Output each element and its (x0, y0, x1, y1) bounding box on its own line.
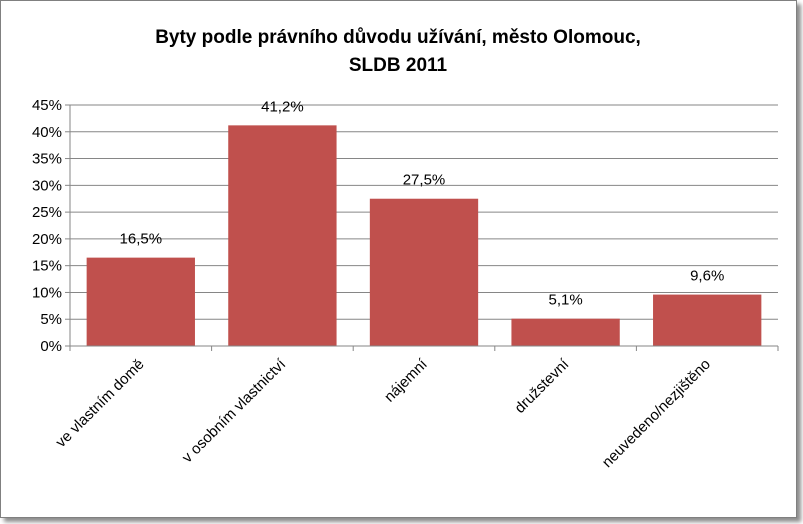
y-tick-label: 15% (32, 258, 62, 275)
y-tick-label: 20% (32, 231, 62, 248)
data-label: 5,1% (548, 292, 582, 309)
bar (369, 198, 479, 346)
category-label: ve vlastním domě (52, 356, 147, 451)
y-tick-label: 10% (32, 284, 62, 301)
y-tick-label: 30% (32, 177, 62, 194)
bar (86, 257, 195, 346)
data-label: 41,2% (261, 98, 304, 115)
data-labels: 16,5% 41,2% 27,5% 5,1% 9,6% (120, 98, 725, 308)
y-tick-label: 0% (40, 338, 62, 355)
chart-title-line-2: SLDB 2011 (349, 55, 448, 76)
data-label: 9,6% (690, 268, 724, 285)
y-tick-label: 35% (32, 151, 62, 168)
y-tick-label: 40% (32, 124, 62, 141)
category-label: družstevní (511, 355, 573, 417)
y-tick-label: 45% (32, 97, 62, 114)
bar-chart: Byty podle právního důvodu užívání, měst… (32, 27, 779, 471)
bar (228, 125, 337, 347)
bars (86, 125, 762, 347)
bar (511, 318, 620, 346)
category-label: neuvedeno/nezjištěno (599, 356, 714, 471)
bar (653, 294, 762, 346)
data-label: 27,5% (403, 172, 446, 189)
data-label: 16,5% (120, 231, 163, 248)
axes (69, 105, 779, 351)
category-label: v osobním vlastnictví (179, 355, 290, 466)
category-label: nájemní (381, 355, 431, 405)
chart-title: Byty podle právního důvodu užívání, měst… (155, 27, 641, 76)
y-tick-label: 25% (32, 204, 62, 221)
chart-title-line-1: Byty podle právního důvodu užívání, měst… (155, 27, 641, 48)
x-axis-categories: ve vlastním domě v osobním vlastnictví náj… (52, 355, 714, 471)
y-axis-ticks: 0% 5% 10% 15% 20% 25% 30% 35% 40% 45% (32, 97, 70, 355)
y-tick-label: 5% (40, 311, 62, 328)
